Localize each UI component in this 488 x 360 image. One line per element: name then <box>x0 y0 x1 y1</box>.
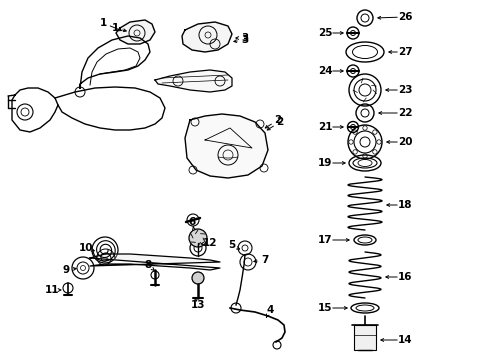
Text: 20: 20 <box>397 137 411 147</box>
Text: 21: 21 <box>317 122 331 132</box>
Polygon shape <box>182 22 231 52</box>
Circle shape <box>189 229 206 247</box>
Text: 3: 3 <box>241 35 248 45</box>
Text: 26: 26 <box>397 12 411 22</box>
Bar <box>353 325 375 350</box>
Polygon shape <box>184 114 267 178</box>
Text: 7: 7 <box>261 255 268 265</box>
Polygon shape <box>116 20 155 44</box>
Text: 2: 2 <box>274 115 281 125</box>
Text: 15: 15 <box>317 303 331 313</box>
Text: 8: 8 <box>144 260 151 270</box>
Text: 22: 22 <box>397 108 411 118</box>
Text: 6: 6 <box>188 217 195 227</box>
Text: 14: 14 <box>397 335 411 345</box>
Text: 24: 24 <box>317 66 332 76</box>
Text: 16: 16 <box>397 272 411 282</box>
Text: 12: 12 <box>203 238 217 248</box>
Text: 3: 3 <box>241 33 248 43</box>
Text: 18: 18 <box>397 200 411 210</box>
Text: 5: 5 <box>228 240 235 250</box>
Text: 23: 23 <box>397 85 411 95</box>
Text: 11: 11 <box>45 285 59 295</box>
Text: 19: 19 <box>317 158 331 168</box>
Text: 10: 10 <box>79 243 93 253</box>
Text: 1: 1 <box>99 18 106 28</box>
Text: 13: 13 <box>190 300 205 310</box>
Text: 1: 1 <box>111 23 119 33</box>
Circle shape <box>192 272 203 284</box>
Text: 25: 25 <box>317 28 331 38</box>
Text: 4: 4 <box>266 305 273 315</box>
Text: 2: 2 <box>276 117 283 127</box>
Text: 9: 9 <box>62 265 69 275</box>
Polygon shape <box>155 70 231 92</box>
Polygon shape <box>90 254 220 270</box>
Text: 17: 17 <box>317 235 332 245</box>
Text: 27: 27 <box>397 47 411 57</box>
